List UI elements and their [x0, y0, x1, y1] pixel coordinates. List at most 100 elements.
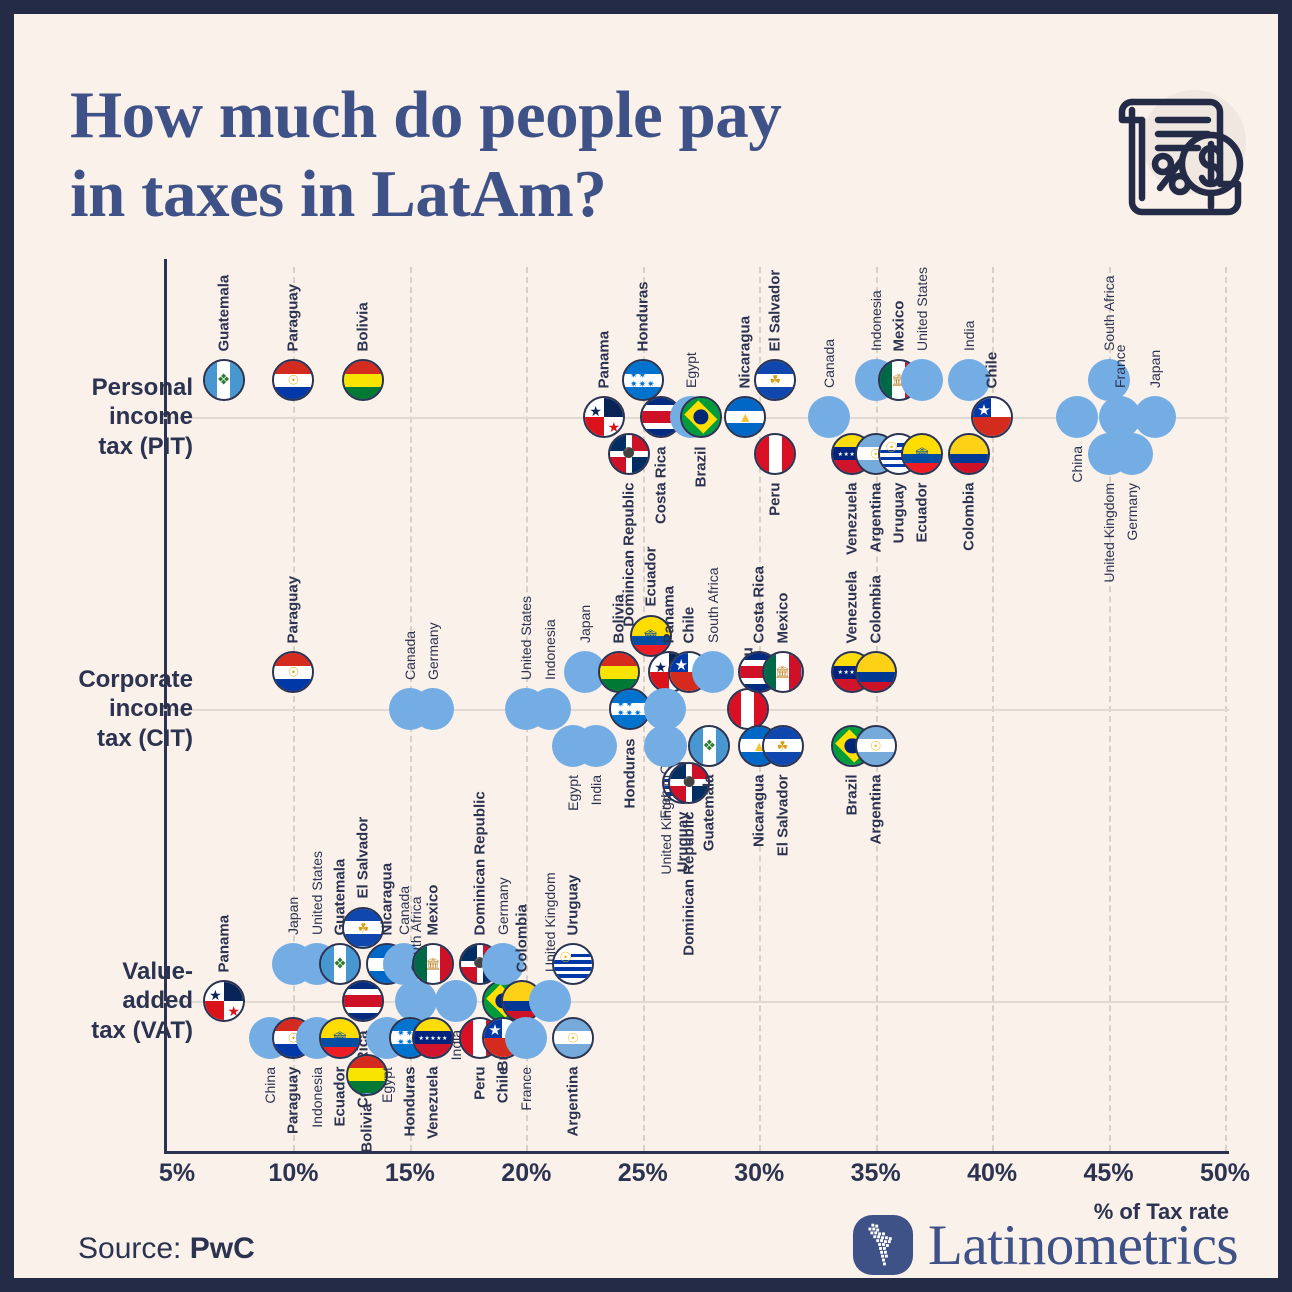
bubble-china[interactable]: [1055, 396, 1098, 438]
bubble-venezuela[interactable]: ★★★★★: [831, 432, 874, 475]
label-egypt: Egypt: [378, 1066, 395, 1103]
flag-hn: ✷✷ ✷✷✷: [610, 690, 649, 728]
bubble-united-states[interactable]: [901, 359, 944, 402]
bubble-canada[interactable]: [808, 396, 851, 438]
label-chile: Chile: [494, 1066, 512, 1104]
bubble-chile[interactable]: ★: [971, 396, 1014, 438]
flag-pe: [728, 690, 767, 728]
label-brazil: Brazil: [843, 774, 861, 816]
label-brazil: Brazil: [692, 446, 710, 487]
y-category-line: tax (CIT): [97, 724, 193, 752]
x-tick-label: 35%: [850, 1159, 901, 1187]
bubble-india[interactable]: [947, 359, 990, 402]
bubble-colombia[interactable]: [947, 432, 990, 475]
bubble-mexico[interactable]: 🏛: [761, 651, 804, 694]
label-germany: Germany: [1123, 482, 1140, 541]
label-costa-rica: Costa Rica: [652, 446, 670, 524]
bubble-germany[interactable]: [1110, 432, 1153, 475]
bubble-ecuador[interactable]: 🏛: [629, 614, 672, 657]
bubble-dominican-republic[interactable]: ⚫: [607, 432, 650, 475]
bubble-venezuela[interactable]: ★★★★★: [412, 1016, 455, 1059]
bubble-bolivia[interactable]: [342, 359, 385, 402]
bubble-el-salvador[interactable]: ☘: [761, 724, 804, 767]
y-category-3: Value-added tax (VAT): [0, 957, 193, 1045]
flag-pe: [756, 434, 795, 473]
page-title: How much do people pay in taxes in LatAm…: [70, 76, 850, 234]
y-category-line: Value-: [122, 958, 193, 986]
label-colombia: Colombia: [960, 482, 978, 552]
bubble-japan[interactable]: [1134, 396, 1177, 438]
label-japan: Japan: [576, 605, 593, 644]
flag-co: [856, 653, 895, 692]
label-honduras: Honduras: [634, 281, 652, 352]
bubble-paraguay[interactable]: ☉: [272, 651, 315, 694]
label-india: India: [960, 320, 977, 352]
row-baseline: [164, 1001, 1229, 1003]
label-el-salvador: El Salvador: [354, 816, 372, 899]
bubble-colombia[interactable]: [854, 651, 897, 694]
bubble-ecuador[interactable]: 🏛: [319, 1016, 362, 1059]
bubble-united-kingdom[interactable]: [645, 724, 688, 767]
label-germany: Germany: [495, 877, 512, 936]
bubble-argentina[interactable]: ☉: [854, 724, 897, 767]
bubble-guatemala[interactable]: ❖: [202, 359, 245, 402]
label-argentina: Argentina: [867, 774, 885, 845]
flag-gt: ❖: [321, 945, 359, 984]
bubble-argentina[interactable]: ☉: [551, 1016, 594, 1059]
bubble-costa-rica[interactable]: [342, 980, 385, 1022]
bubble-india[interactable]: [575, 724, 618, 767]
bubble-dominican-republic[interactable]: ⚫: [668, 761, 711, 804]
bubble-brazil[interactable]: [680, 396, 722, 438]
bubble-el-salvador[interactable]: ☘: [754, 359, 797, 402]
bubble-guatemala[interactable]: ❖: [319, 943, 362, 986]
bubble-south-africa[interactable]: [1087, 359, 1130, 402]
y-axis-line: [164, 259, 167, 1154]
title-line-1: How much do people pay: [70, 78, 782, 152]
flag-ec: 🏛: [631, 616, 670, 655]
label-costa-rica: Costa Rica: [750, 565, 768, 644]
label-ecuador: Ecuador: [913, 482, 931, 543]
bubble-ecuador[interactable]: 🏛: [901, 432, 944, 475]
bubble-south-africa[interactable]: [691, 651, 734, 694]
bubble-china[interactable]: [643, 688, 686, 730]
bubble-mexico[interactable]: 🏛: [412, 943, 455, 986]
bubble-bolivia[interactable]: [598, 651, 641, 694]
label-nicaragua: Nicaragua: [736, 315, 754, 388]
bubble-indonesia[interactable]: [528, 688, 571, 730]
bubble-peru[interactable]: [726, 688, 769, 730]
bubble-germany[interactable]: [412, 688, 455, 730]
flag-hn: ✷✷ ✷✷✷: [623, 361, 662, 400]
label-nicaragua: Nicaragua: [750, 774, 768, 848]
bubble-panama[interactable]: ★ ★: [582, 396, 625, 438]
bubble-germany[interactable]: [482, 943, 525, 986]
bubble-honduras[interactable]: ✷✷ ✷✷✷: [621, 359, 664, 402]
flag-sv: ☘: [344, 908, 383, 947]
y-category-line: income: [108, 695, 193, 723]
label-nicaragua: Nicaragua: [378, 862, 396, 936]
source-label: Source:: [78, 1232, 190, 1265]
label-panama: Panama: [660, 585, 678, 644]
label-el-salvador: El Salvador: [766, 269, 784, 352]
label-paraguay: Paraguay: [284, 1066, 302, 1135]
bubble-paraguay[interactable]: ☉: [272, 359, 315, 402]
bubble-panama[interactable]: ★ ★: [202, 980, 245, 1022]
bubble-south-africa[interactable]: [394, 980, 437, 1022]
bubble-el-salvador[interactable]: ☘: [342, 906, 385, 949]
label-egypt: Egypt: [682, 352, 699, 388]
x-tick-label: 10%: [268, 1159, 319, 1187]
flag-mx: 🏛: [763, 653, 802, 692]
bubble-uruguay[interactable]: ☉: [551, 943, 594, 986]
bubble-united-kingdom[interactable]: [528, 980, 571, 1022]
bubble-india[interactable]: [435, 980, 478, 1022]
bubble-bolivia[interactable]: [346, 1053, 389, 1096]
label-honduras: Honduras: [621, 738, 639, 809]
label-chile: Chile: [680, 606, 698, 644]
bubble-guatemala[interactable]: ❖: [688, 724, 731, 767]
label-bolivia: Bolivia: [354, 302, 372, 352]
x-tick-label: 50%: [1199, 1159, 1251, 1187]
bubble-nicaragua[interactable]: ▲: [724, 396, 767, 438]
bubble-peru[interactable]: [754, 432, 797, 475]
label-el-salvador: El Salvador: [774, 774, 791, 857]
flag-cl: ★: [973, 398, 1012, 436]
bubble-france[interactable]: [505, 1016, 548, 1059]
